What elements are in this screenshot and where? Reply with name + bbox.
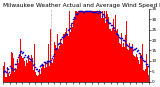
Text: Milwaukee Weather Actual and Average Wind Speed by Minute mph (Last 24 Hours): Milwaukee Weather Actual and Average Win… [3,3,160,8]
